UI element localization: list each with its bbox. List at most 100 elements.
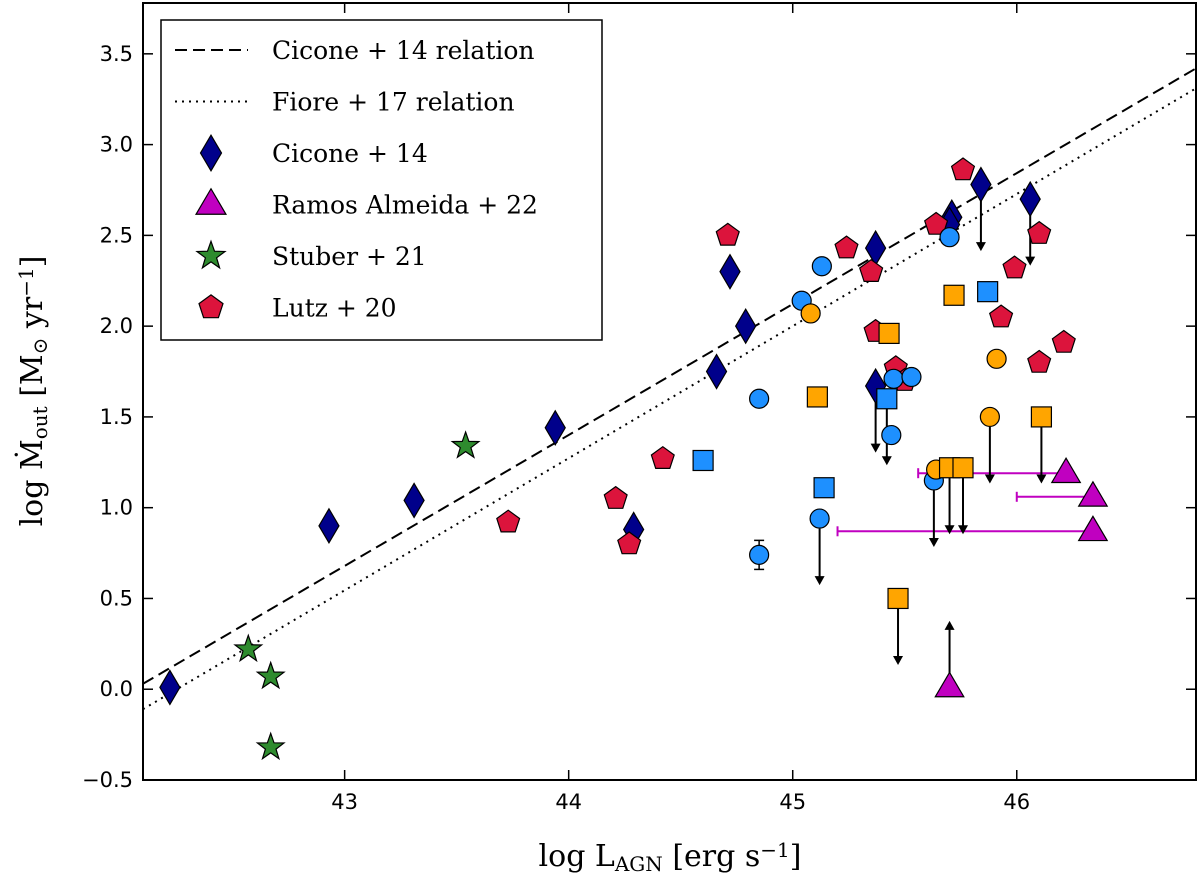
data-point-diamond <box>159 669 181 706</box>
data-point-square <box>943 284 965 306</box>
y-tick-label: 2.5 <box>100 223 133 247</box>
data-point-pentagon <box>834 235 859 259</box>
data-point-circle <box>811 256 832 277</box>
data-point-triangle <box>1050 457 1082 484</box>
upper-limit-arrowhead <box>1025 256 1036 266</box>
upper-limit-arrowhead <box>944 525 955 535</box>
data-point-diamond <box>864 229 887 267</box>
upper-limit-arrowhead <box>928 537 939 547</box>
data-point-diamond <box>318 507 340 545</box>
y-tick-label: 0.5 <box>100 586 133 610</box>
relation-line-cicone14 <box>142 67 1197 685</box>
y-tick-label: −0.5 <box>82 768 133 792</box>
data-point-square <box>1030 406 1053 428</box>
data-point-pentagon <box>617 531 642 555</box>
data-point-diamond <box>719 253 741 290</box>
data-point-diamond <box>544 409 566 446</box>
data-point-circle <box>809 508 830 529</box>
y-axis-label: log Ṁout [M⊙ yr−1] <box>14 256 52 527</box>
data-point-circle <box>883 368 904 389</box>
legend-marker-pentagon <box>198 294 224 319</box>
x-tick-label: 46 <box>1003 790 1030 814</box>
data-point-star <box>255 731 286 761</box>
data-point-pentagon <box>923 211 949 235</box>
data-point-diamond <box>1019 180 1041 218</box>
legend-label: Fiore + 17 relation <box>272 88 515 117</box>
upper-limit-arrowhead <box>1036 474 1047 484</box>
data-point-circle <box>986 348 1007 369</box>
data-point-pentagon <box>1051 329 1076 353</box>
data-point-pentagon <box>950 157 976 181</box>
plot-frame <box>142 2 1197 781</box>
data-point-square <box>952 457 974 479</box>
data-point-diamond <box>734 307 757 345</box>
data-point-circle <box>979 406 1000 428</box>
x-tick-label: 43 <box>331 790 358 814</box>
limit-arrows <box>814 194 1047 678</box>
data-point-triangle <box>1077 480 1109 507</box>
data-point-diamond <box>705 353 728 390</box>
data-point-pentagon <box>650 445 675 469</box>
x-axis-label: log LAGN [erg s−1] <box>539 838 802 876</box>
lower-limit-arrowhead <box>944 620 955 630</box>
data-point-pentagon <box>1027 349 1052 373</box>
data-point-square <box>977 281 999 303</box>
error-bars <box>754 468 1093 571</box>
data-point-circle <box>749 544 770 565</box>
y-tick-label: 3.0 <box>100 133 133 157</box>
data-point-pentagon <box>496 509 521 533</box>
legend-label: Cicone + 14 relation <box>272 36 535 65</box>
data-point-circle <box>800 303 821 324</box>
axis-ticks: 43 44 45 46 −0.5 0.0 0.5 1.0 1.5 2.0 2.5 3.0 3.5 <box>82 3 1196 814</box>
legend: Cicone + 14 relation Fiore + 17 relation C… <box>160 19 603 341</box>
data-point-circle <box>939 227 960 248</box>
legend-label: Ramos Almeida + 22 <box>272 191 538 220</box>
data-point-square <box>887 587 909 610</box>
data-point-circle <box>881 424 902 446</box>
legend-box <box>160 19 603 341</box>
legend-marker-triangle <box>194 187 228 215</box>
upper-limit-arrowhead <box>984 474 995 484</box>
data-point-square <box>692 449 714 472</box>
legend-label: Cicone + 14 <box>272 139 428 168</box>
relation-line-fiore17 <box>142 87 1197 711</box>
y-tick-label: 2.0 <box>100 314 133 338</box>
x-tick-label: 44 <box>555 790 582 814</box>
data-point-diamond <box>403 482 425 519</box>
data-point-circle <box>901 366 922 388</box>
y-tick-label: 1.5 <box>100 405 133 429</box>
upper-limit-arrowhead <box>957 525 968 535</box>
data-point-star <box>233 633 264 663</box>
legend-label: Lutz + 20 <box>272 294 397 323</box>
data-point-pentagon <box>715 222 740 246</box>
upper-limit-arrowhead <box>893 655 904 665</box>
upper-limit-arrowhead <box>975 242 986 252</box>
relation-lines <box>142 67 1197 711</box>
data-point-circle <box>749 388 770 409</box>
data-point-triangle <box>1077 515 1109 542</box>
data-point-pentagon <box>988 304 1014 328</box>
data-point-pentagon <box>858 258 884 282</box>
y-tick-label: 3.5 <box>100 42 133 66</box>
data-point-diamond <box>970 166 992 203</box>
upper-limit-arrowhead <box>881 456 892 466</box>
x-tick-label: 45 <box>779 790 806 814</box>
data-point-square <box>813 477 835 499</box>
y-tick-label: 1.0 <box>100 496 133 520</box>
legend-marker-star <box>195 239 227 270</box>
y-tick-label: 0.0 <box>100 677 133 701</box>
data-point-pentagon <box>1002 255 1027 279</box>
data-point-pentagon <box>603 485 628 509</box>
upper-limit-arrowhead <box>814 576 825 586</box>
data-point-square <box>806 386 828 408</box>
data-markers <box>159 157 1109 761</box>
data-point-square <box>876 388 898 410</box>
upper-limit-arrowhead <box>870 443 881 453</box>
data-point-star <box>255 660 286 690</box>
legend-marker-diamond <box>199 133 223 173</box>
data-point-square <box>878 322 900 345</box>
legend-label: Stuber + 21 <box>272 242 427 271</box>
data-point-pentagon <box>1027 220 1052 244</box>
data-point-star <box>450 430 481 459</box>
